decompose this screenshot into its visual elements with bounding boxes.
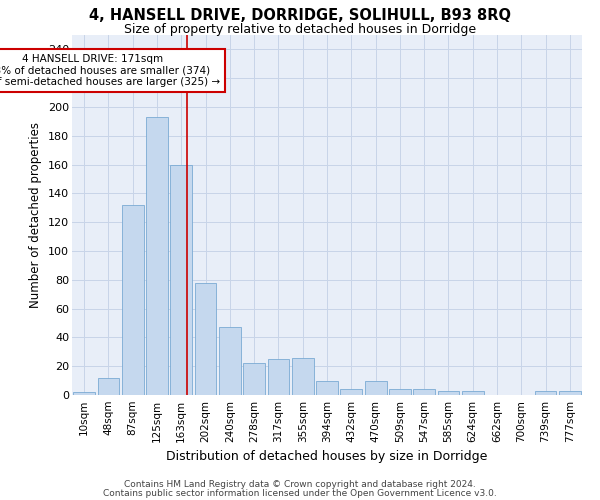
Bar xyxy=(365,380,386,395)
Text: 4 HANSELL DRIVE: 171sqm
← 53% of detached houses are smaller (374)
46% of semi-d: 4 HANSELL DRIVE: 171sqm ← 53% of detache… xyxy=(0,54,220,87)
Bar xyxy=(559,390,581,395)
Bar xyxy=(437,390,460,395)
Bar xyxy=(170,164,192,395)
Text: 4, HANSELL DRIVE, DORRIDGE, SOLIHULL, B93 8RQ: 4, HANSELL DRIVE, DORRIDGE, SOLIHULL, B9… xyxy=(89,8,511,22)
Bar xyxy=(146,117,168,395)
Bar xyxy=(122,205,143,395)
Bar xyxy=(462,390,484,395)
Bar xyxy=(243,364,265,395)
X-axis label: Distribution of detached houses by size in Dorridge: Distribution of detached houses by size … xyxy=(166,450,488,464)
Bar xyxy=(219,328,241,395)
Bar xyxy=(194,282,217,395)
Bar xyxy=(268,359,289,395)
Bar xyxy=(316,380,338,395)
Y-axis label: Number of detached properties: Number of detached properties xyxy=(29,122,43,308)
Text: Contains public sector information licensed under the Open Government Licence v3: Contains public sector information licen… xyxy=(103,488,497,498)
Bar xyxy=(413,389,435,395)
Bar xyxy=(535,390,556,395)
Bar xyxy=(340,389,362,395)
Bar xyxy=(73,392,95,395)
Bar xyxy=(97,378,119,395)
Text: Size of property relative to detached houses in Dorridge: Size of property relative to detached ho… xyxy=(124,22,476,36)
Text: Contains HM Land Registry data © Crown copyright and database right 2024.: Contains HM Land Registry data © Crown c… xyxy=(124,480,476,489)
Bar xyxy=(389,389,411,395)
Bar xyxy=(292,358,314,395)
